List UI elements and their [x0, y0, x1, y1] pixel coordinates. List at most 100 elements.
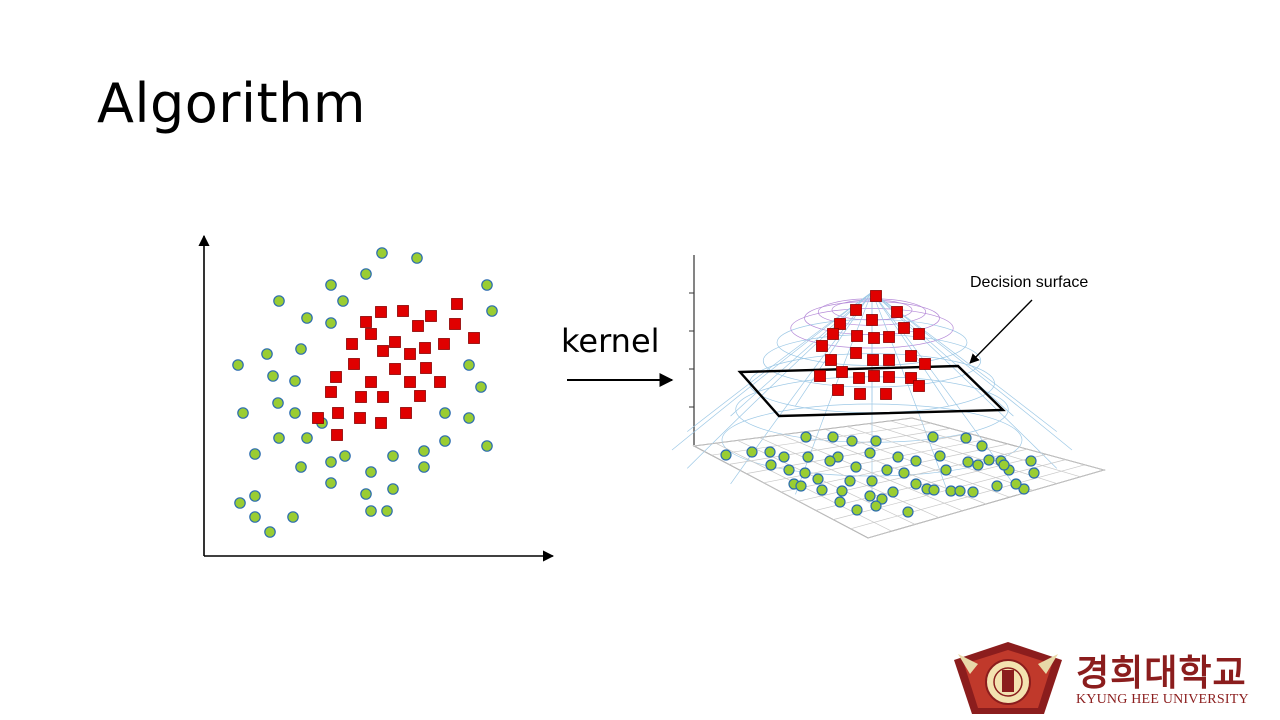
square-point [346, 338, 358, 350]
circle-point [844, 475, 856, 487]
circle-point [249, 490, 261, 502]
feature-class-b-points [814, 290, 931, 400]
kernel-label: kernel [561, 322, 660, 360]
circle-point [1028, 467, 1040, 479]
circle-point [264, 526, 276, 538]
circle-point [870, 500, 882, 512]
square-point [331, 429, 343, 441]
square-point [419, 342, 431, 354]
circle-point [850, 461, 862, 473]
circle-point [418, 461, 430, 473]
square-point [389, 336, 401, 348]
circle-point [972, 459, 984, 471]
square-point [827, 328, 839, 340]
square-point [883, 331, 895, 343]
circle-point [295, 343, 307, 355]
square-point [898, 322, 910, 334]
class-a-points [232, 247, 498, 538]
square-point [434, 376, 446, 388]
circle-point [237, 407, 249, 419]
square-point [414, 390, 426, 402]
circle-point [234, 497, 246, 509]
circle-point [249, 448, 261, 460]
square-point [868, 332, 880, 344]
z-axis-ticks [689, 292, 694, 408]
square-point [404, 376, 416, 388]
decision-surface-label: Decision surface [970, 274, 1089, 291]
circle-point [325, 456, 337, 468]
circle-point [998, 459, 1010, 471]
square-point [870, 290, 882, 302]
circle-point [475, 381, 487, 393]
circle-point [360, 268, 372, 280]
square-point [354, 412, 366, 424]
square-point [449, 318, 461, 330]
circle-point [976, 440, 988, 452]
circle-point [764, 446, 776, 458]
circle-point [962, 456, 974, 468]
square-point [425, 310, 437, 322]
square-point [377, 345, 389, 357]
square-point [913, 380, 925, 392]
circle-point [812, 473, 824, 485]
circle-point [481, 440, 493, 452]
square-point [332, 407, 344, 419]
circle-point [272, 397, 284, 409]
circle-point [910, 478, 922, 490]
circle-point [802, 451, 814, 463]
feature-class-a-points [720, 431, 1040, 518]
circle-point [778, 451, 790, 463]
square-point [375, 306, 387, 318]
circle-point [289, 375, 301, 387]
square-point [854, 388, 866, 400]
circle-point [783, 464, 795, 476]
slide-title: Algorithm [97, 72, 366, 135]
circle-point [261, 348, 273, 360]
circle-point [902, 506, 914, 518]
circle-point [834, 496, 846, 508]
circle-point [295, 461, 307, 473]
square-point [866, 314, 878, 326]
circle-point [481, 279, 493, 291]
circle-point [439, 435, 451, 447]
input-space-plot [198, 234, 555, 562]
square-point [400, 407, 412, 419]
square-point [365, 328, 377, 340]
square-point [832, 384, 844, 396]
circle-point [463, 412, 475, 424]
circle-point [991, 480, 1003, 492]
circle-point [827, 431, 839, 443]
circle-point [376, 247, 388, 259]
circle-point [365, 466, 377, 478]
circle-point [287, 511, 299, 523]
circle-point [887, 486, 899, 498]
square-point [853, 372, 865, 384]
square-point [905, 350, 917, 362]
square-point [825, 354, 837, 366]
square-point [397, 305, 409, 317]
circle-point [800, 431, 812, 443]
square-point [330, 371, 342, 383]
university-logo: 경희대학교 KYUNG HEE UNIVERSITY [948, 640, 1273, 716]
square-point [919, 358, 931, 370]
circle-point [836, 485, 848, 497]
university-emblem [954, 642, 1062, 714]
circle-point [273, 295, 285, 307]
circle-point [851, 504, 863, 516]
square-point [834, 318, 846, 330]
circle-point [866, 475, 878, 487]
university-name-english: KYUNG HEE UNIVERSITY [1076, 692, 1249, 707]
circle-point [816, 484, 828, 496]
square-point [312, 412, 324, 424]
square-point [468, 332, 480, 344]
circle-point [486, 305, 498, 317]
feature-space-plot [671, 255, 1106, 539]
circle-point [720, 449, 732, 461]
square-point [851, 330, 863, 342]
circle-point [463, 359, 475, 371]
circle-point [301, 312, 313, 324]
circle-point [983, 454, 995, 466]
square-point [365, 376, 377, 388]
square-point [867, 354, 879, 366]
